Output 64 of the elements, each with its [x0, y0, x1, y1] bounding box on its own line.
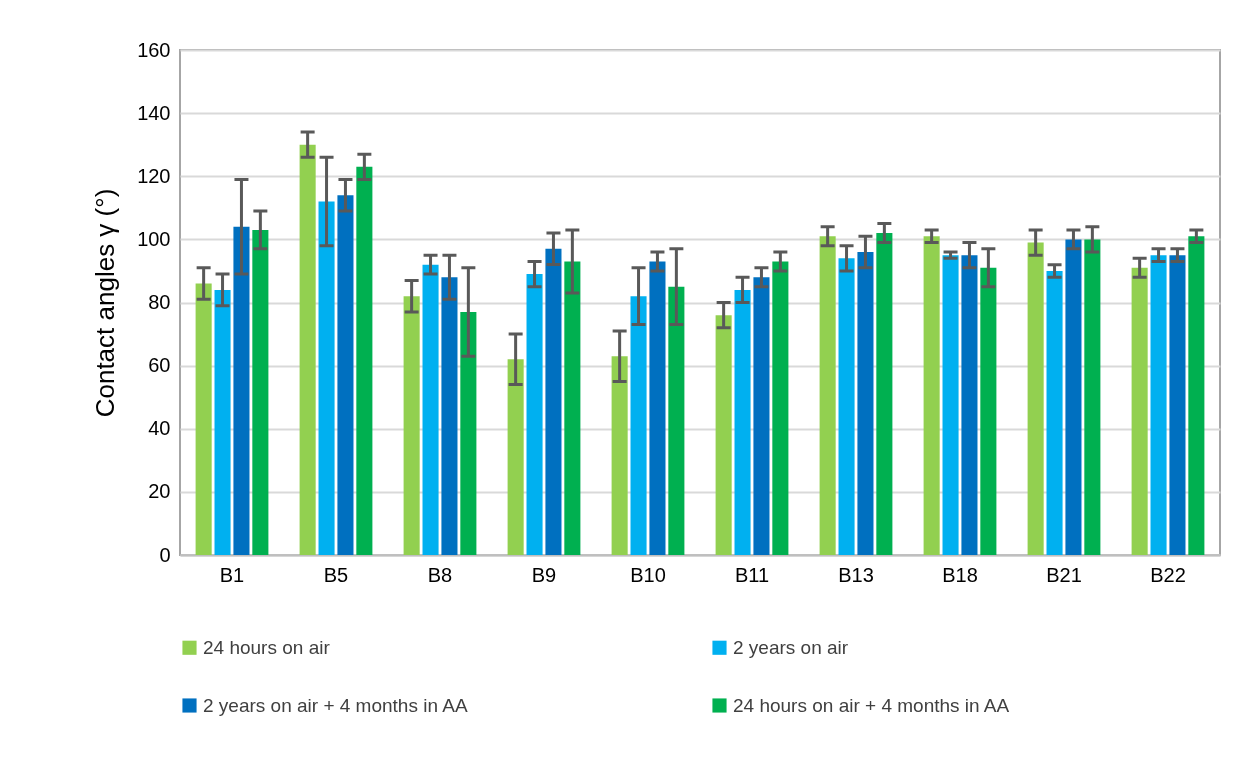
legend-label: 24 hours on air + 4 months in AA: [733, 694, 1010, 716]
bar: [753, 277, 770, 555]
bar: [980, 267, 997, 555]
bar: [422, 264, 439, 555]
x-tick-label: B21: [1046, 563, 1082, 586]
bar: [1027, 242, 1044, 555]
bar: [715, 315, 732, 555]
y-tick-label: 80: [148, 291, 171, 313]
bar: [961, 255, 978, 555]
bar: [649, 261, 666, 555]
bar: [337, 195, 354, 555]
y-tick-label: 40: [148, 417, 171, 440]
bar: [942, 255, 959, 555]
y-tick-label: 100: [137, 227, 171, 250]
y-tick-label: 0: [159, 543, 171, 566]
bar: [1188, 236, 1205, 555]
bar: [441, 277, 458, 555]
y-tick-label: 140: [137, 101, 171, 124]
bar: [876, 233, 893, 555]
bar: [611, 356, 628, 555]
bar: [857, 252, 874, 555]
bar: [772, 261, 789, 555]
bar: [734, 289, 751, 555]
bar: [1065, 239, 1082, 555]
bar: [1150, 255, 1167, 555]
x-tick-label: B8: [427, 563, 453, 586]
bar: [819, 236, 836, 555]
legend-label: 24 hours on air: [203, 636, 331, 658]
bar: [252, 229, 269, 555]
bar: [630, 296, 647, 555]
x-tick-label: B13: [838, 563, 874, 586]
bar: [233, 226, 250, 555]
x-tick-label: B10: [630, 563, 666, 586]
y-axis-title: Contact angles γ (°): [90, 188, 121, 418]
bar: [214, 289, 231, 555]
bar: [545, 248, 562, 555]
y-tick-label: 160: [137, 38, 171, 61]
bar: [460, 311, 477, 555]
bar: [838, 258, 855, 555]
bar: [195, 283, 212, 555]
bar: [526, 274, 543, 555]
bar: [564, 261, 581, 555]
bar: [1131, 267, 1148, 555]
x-tick-label: B1: [219, 563, 245, 586]
legend-label: 2 years on air: [733, 636, 849, 658]
bar: [1046, 270, 1063, 555]
x-tick-label: B18: [942, 563, 978, 586]
bar: [1084, 239, 1101, 555]
x-tick-label: B9: [531, 563, 557, 586]
bar: [318, 201, 335, 555]
y-tick-label: 60: [148, 354, 171, 377]
x-tick-label: B11: [734, 563, 770, 586]
y-tick-label: 120: [137, 164, 171, 187]
bar: [923, 236, 940, 555]
y-tick-label: 20: [148, 480, 171, 503]
legend-label: 2 years on air + 4 months in AA: [203, 694, 468, 716]
bar: [1169, 255, 1186, 555]
bar: [403, 296, 420, 555]
bar: [507, 359, 524, 555]
x-tick-label: B22: [1150, 563, 1186, 586]
bar: [356, 166, 373, 555]
bar: [299, 144, 316, 555]
bar: [668, 286, 685, 555]
x-tick-label: B5: [323, 563, 349, 586]
